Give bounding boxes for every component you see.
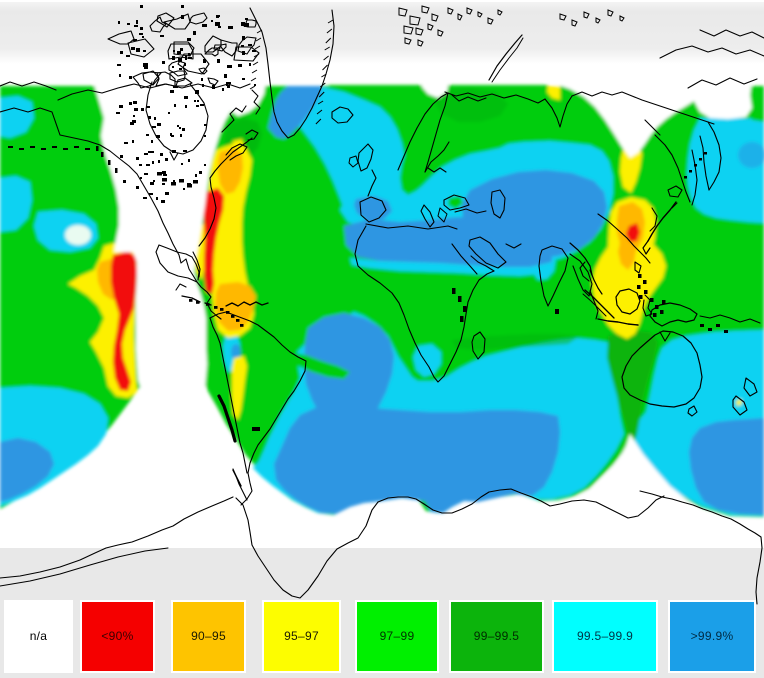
- svg-text:99.5–99.9: 99.5–99.9: [577, 629, 633, 643]
- svg-text:90–95: 90–95: [191, 629, 226, 643]
- svg-text:<90%: <90%: [101, 629, 133, 643]
- svg-text:>99.9%: >99.9%: [691, 629, 734, 643]
- svg-text:99–99.5: 99–99.5: [474, 629, 520, 643]
- svg-text:95–97: 95–97: [284, 629, 319, 643]
- svg-text:97–99: 97–99: [380, 629, 415, 643]
- svg-text:n/a: n/a: [30, 629, 48, 643]
